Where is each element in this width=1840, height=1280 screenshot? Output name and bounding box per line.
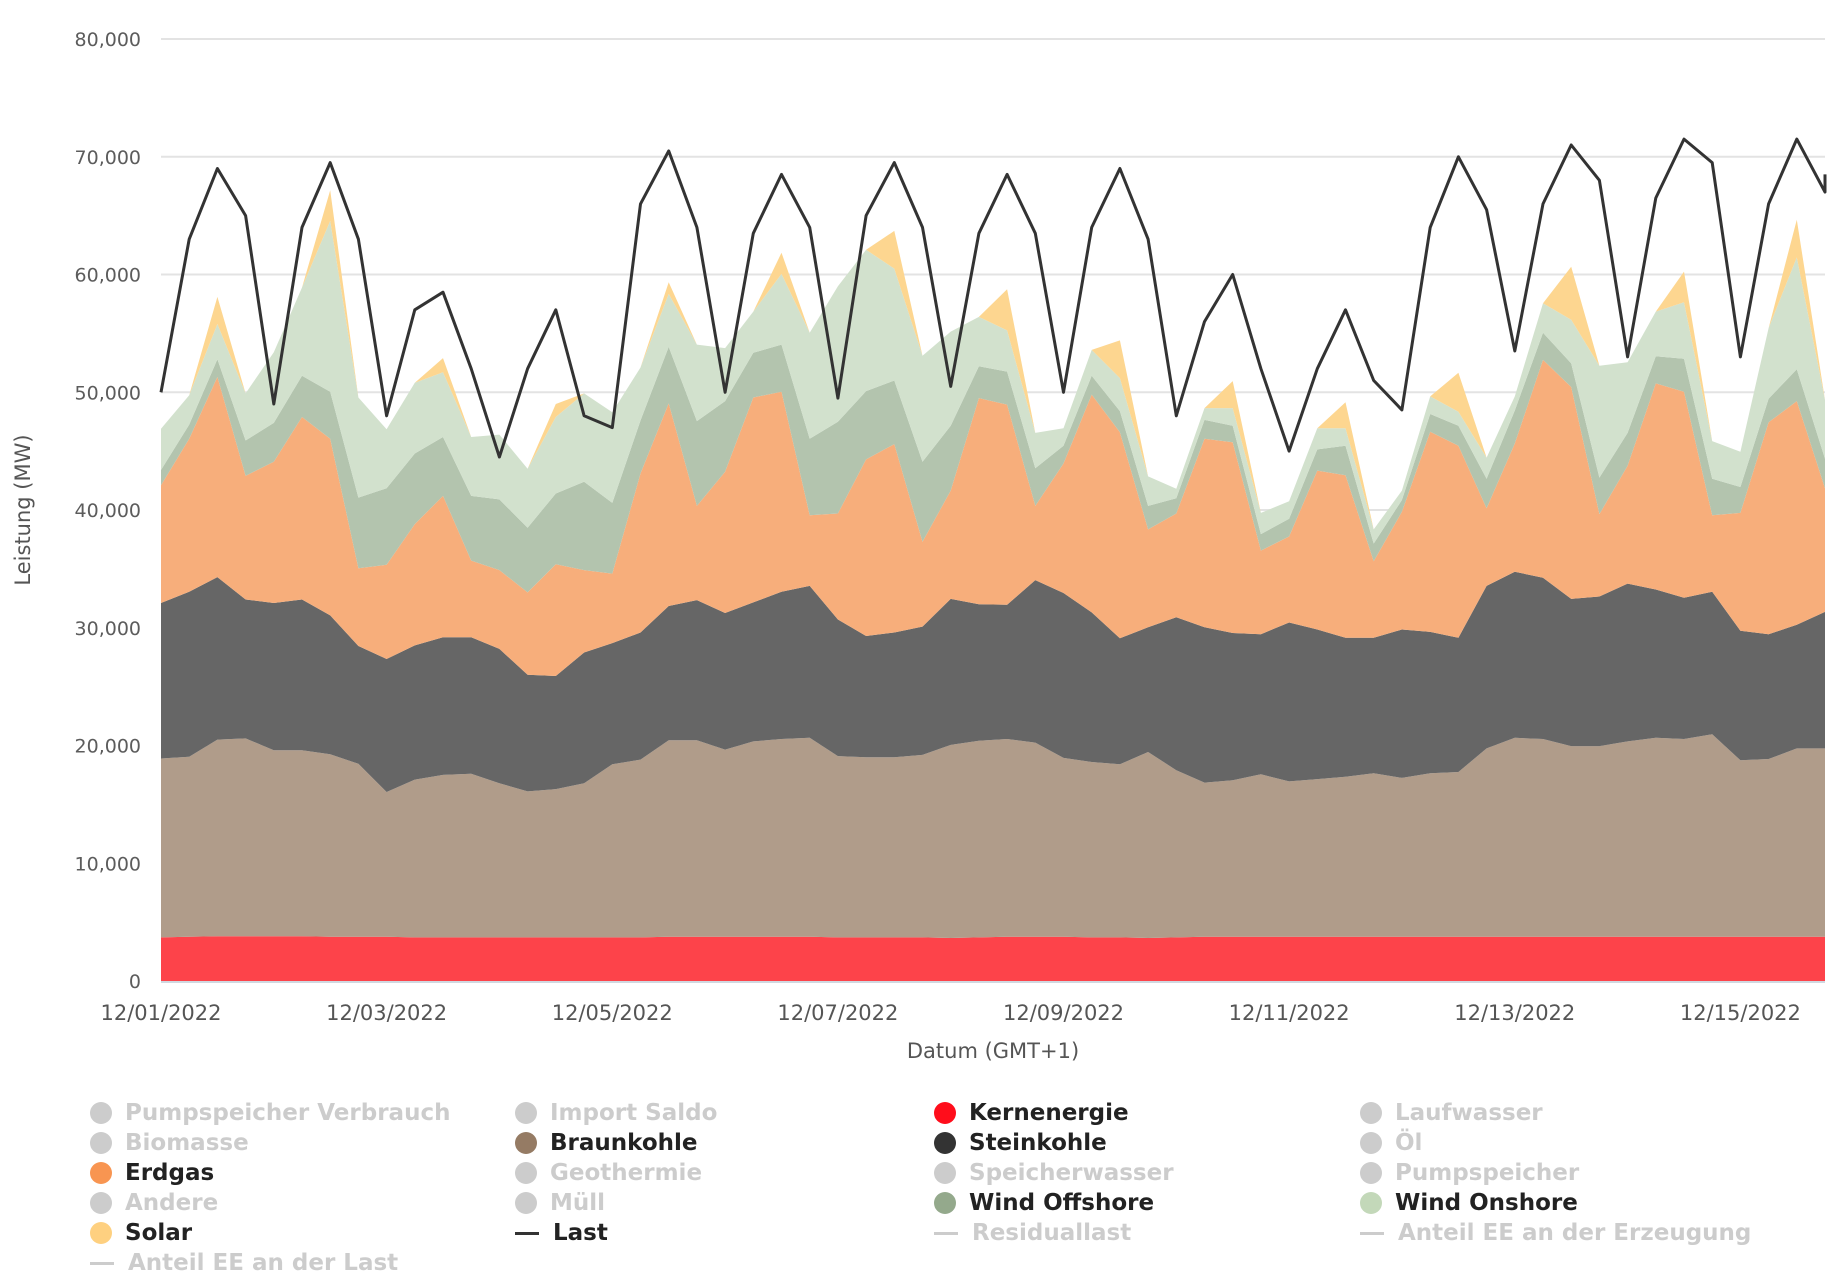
legend-label: Speicherwasser: [969, 1160, 1174, 1186]
legend-item-anteil-ee-an-der-last[interactable]: Anteil EE an der Last: [90, 1250, 398, 1276]
legend-item-wind-onshore[interactable]: Wind Onshore: [1360, 1190, 1578, 1216]
legend-label: Laufwasser: [1395, 1100, 1543, 1126]
legend-item-müll[interactable]: Müll: [515, 1190, 605, 1216]
legend-dot-icon: [934, 1132, 956, 1154]
legend-line-icon: [90, 1261, 114, 1265]
legend-item-öl[interactable]: Öl: [1360, 1130, 1422, 1156]
legend-dot-icon: [515, 1102, 537, 1124]
legend-label: Pumpspeicher: [1395, 1160, 1580, 1186]
legend-label: Braunkohle: [550, 1130, 698, 1156]
legend-dot-icon: [515, 1162, 537, 1184]
legend-dot-icon: [934, 1102, 956, 1124]
y-tick-label: 80,000: [75, 29, 141, 51]
y-tick-label: 0: [129, 971, 141, 993]
legend-item-laufwasser[interactable]: Laufwasser: [1360, 1100, 1543, 1126]
x-axis-title: Datum (GMT+1): [907, 1039, 1079, 1063]
legend-label: Steinkohle: [969, 1130, 1107, 1156]
legend-dot-icon: [90, 1102, 112, 1124]
legend-label: Wind Onshore: [1395, 1190, 1578, 1216]
legend-item-erdgas[interactable]: Erdgas: [90, 1160, 214, 1186]
y-tick-label: 60,000: [75, 265, 141, 287]
legend-label: Kernenergie: [969, 1100, 1129, 1126]
legend-label: Last: [553, 1220, 608, 1246]
legend-label: Anteil EE an der Erzeugung: [1398, 1220, 1752, 1246]
legend-label: Biomasse: [125, 1130, 249, 1156]
legend-line-icon: [1360, 1231, 1384, 1235]
y-tick-label: 10,000: [75, 853, 141, 875]
y-axis-ticks: 0 10,000 20,000 30,000 40,000 50,000 60,000 70,…: [75, 29, 141, 993]
legend-item-residuallast[interactable]: Residuallast: [934, 1220, 1131, 1246]
line-last: [159, 137, 1827, 459]
legend-dot-icon: [934, 1162, 956, 1184]
legend-label: Geothermie: [550, 1160, 703, 1186]
legend-dot-icon: [1360, 1132, 1382, 1154]
legend-dot-icon: [515, 1192, 537, 1214]
legend-label: Residuallast: [972, 1220, 1132, 1246]
y-tick-label: 50,000: [75, 382, 141, 404]
y-axis-title: Leistung (MW): [11, 434, 35, 585]
legend-item-solar[interactable]: Solar: [90, 1220, 192, 1246]
x-tick-label: 12/07/2022: [777, 1001, 898, 1025]
x-tick-label: 12/15/2022: [1680, 1001, 1801, 1025]
area-kernenergie: [161, 936, 1825, 981]
legend-line-icon: [934, 1231, 958, 1235]
y-tick-label: 20,000: [75, 736, 141, 758]
area-solar: [161, 190, 1825, 530]
legend-item-andere[interactable]: Andere: [90, 1190, 218, 1216]
legend-item-import-saldo[interactable]: Import Saldo: [515, 1100, 717, 1126]
legend-dot-icon: [90, 1192, 112, 1214]
legend-item-geothermie[interactable]: Geothermie: [515, 1160, 702, 1186]
legend-dot-icon: [1360, 1102, 1382, 1124]
legend-dot-icon: [934, 1192, 956, 1214]
stacked-area-chart: 0 10,000 20,000 30,000 40,000 50,000 60,000 70,…: [11, 29, 1827, 1063]
legend-item-pumpspeicher[interactable]: Pumpspeicher: [1360, 1160, 1579, 1186]
legend-label: Pumpspeicher Verbrauch: [125, 1100, 451, 1126]
x-tick-label: 12/13/2022: [1454, 1001, 1575, 1025]
legend-item-pumpspeicher-verbrauch[interactable]: Pumpspeicher Verbrauch: [90, 1100, 450, 1126]
area-wind-offshore: [161, 332, 1825, 593]
legend-label: Müll: [550, 1190, 606, 1216]
legend-label: Öl: [1395, 1130, 1423, 1156]
legend-label: Andere: [125, 1190, 219, 1216]
legend-dot-icon: [90, 1162, 112, 1184]
legend-dot-icon: [1360, 1162, 1382, 1184]
legend-label: Import Saldo: [550, 1100, 718, 1126]
area-braunkohle: [161, 734, 1825, 938]
legend-dot-icon: [1360, 1192, 1382, 1214]
legend-label: Wind Offshore: [969, 1190, 1155, 1216]
area-steinkohle: [161, 571, 1825, 792]
legend-item-last[interactable]: Last: [515, 1220, 608, 1246]
x-tick-label: 12/05/2022: [552, 1001, 673, 1025]
x-tick-label: 12/09/2022: [1003, 1001, 1124, 1025]
y-tick-label: 70,000: [75, 147, 141, 169]
legend-label: Erdgas: [125, 1160, 215, 1186]
legend-item-kernenergie[interactable]: Kernenergie: [934, 1100, 1129, 1126]
legend-line-icon: [515, 1231, 539, 1235]
x-tick-label: 12/01/2022: [100, 1001, 221, 1025]
legend-dot-icon: [515, 1132, 537, 1154]
x-tick-label: 12/03/2022: [326, 1001, 447, 1025]
area-erdgas: [161, 359, 1825, 676]
legend-item-biomasse[interactable]: Biomasse: [90, 1130, 249, 1156]
legend-item-steinkohle[interactable]: Steinkohle: [934, 1130, 1107, 1156]
legend-label: Solar: [125, 1220, 193, 1246]
legend-dot-icon: [90, 1222, 112, 1244]
legend-label: Anteil EE an der Last: [128, 1250, 399, 1276]
legend-item-speicherwasser[interactable]: Speicherwasser: [934, 1160, 1174, 1186]
y-tick-label: 30,000: [75, 618, 141, 640]
y-tick-label: 40,000: [75, 500, 141, 522]
area-wind-onshore: [161, 220, 1825, 544]
legend-item-anteil-ee-an-der-erzeugung[interactable]: Anteil EE an der Erzeugung: [1360, 1220, 1751, 1246]
x-axis-ticks: 12/01/2022 12/03/2022 12/05/2022 12/07/2022…: [100, 1001, 1800, 1025]
legend-item-braunkohle[interactable]: Braunkohle: [515, 1130, 697, 1156]
area-series-group: [161, 190, 1825, 981]
legend-dot-icon: [90, 1132, 112, 1154]
legend-item-wind-offshore[interactable]: Wind Offshore: [934, 1190, 1154, 1216]
x-tick-label: 12/11/2022: [1229, 1001, 1350, 1025]
line-series-group: [159, 137, 1827, 459]
